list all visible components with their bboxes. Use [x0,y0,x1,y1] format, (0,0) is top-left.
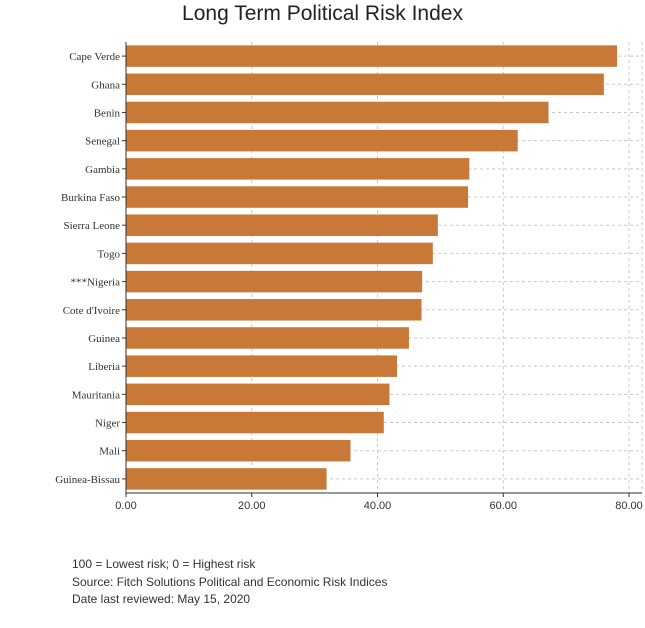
x-tick-label: 0.00 [115,500,136,512]
category-label: Liberia [88,361,120,373]
x-tick-label: 20.00 [238,500,266,512]
bar [126,383,390,406]
category-label: Guinea-Bissau [55,474,120,486]
category-label: Niger [95,418,120,430]
category-label: ***Nigeria [71,277,121,289]
bar-chart: Cape Verde Ghana Benin Senegal Gambia Burkina… [55,42,643,512]
category-label: Senegal [85,136,120,148]
bar [126,45,618,67]
risk-scale-note: 100 = Lowest risk; 0 = Highest risk [72,557,256,571]
category-label: Togo [98,248,121,260]
bar [126,186,469,208]
bar [126,73,604,96]
category-label: Gambia [85,164,120,176]
x-tick-label: 40.00 [364,500,392,512]
bar [126,299,422,321]
bar [126,439,351,462]
category-label: Ghana [91,79,120,91]
category-label: Benin [94,107,121,119]
bar [126,129,518,152]
date-reviewed-note: Date last reviewed: May 15, 2020 [72,592,251,606]
category-label: Guinea [88,333,120,345]
bar [126,242,433,265]
bar [126,270,423,293]
bar [126,411,384,434]
x-tick-label: 80.00 [615,500,643,512]
category-label: Cote d'Ivoire [63,305,120,317]
source-note: Source: Fitch Solutions Political and Ec… [72,574,388,589]
bar [126,468,327,490]
category-label: Mauritania [72,389,120,401]
category-label: Mali [99,446,120,458]
chart-title: Long Term Political Risk Index [182,2,463,25]
category-label: Cape Verde [69,51,120,63]
chart-notes: 100 = Lowest risk; 0 = Highest risk Sour… [72,556,387,609]
bar [126,327,409,349]
bar [126,355,397,377]
category-label: Sierra Leone [64,220,121,232]
category-label: Burkina Faso [61,192,120,204]
bar [126,158,470,180]
bar [126,214,438,236]
bar [126,101,549,124]
x-tick-label: 60.00 [489,500,517,512]
